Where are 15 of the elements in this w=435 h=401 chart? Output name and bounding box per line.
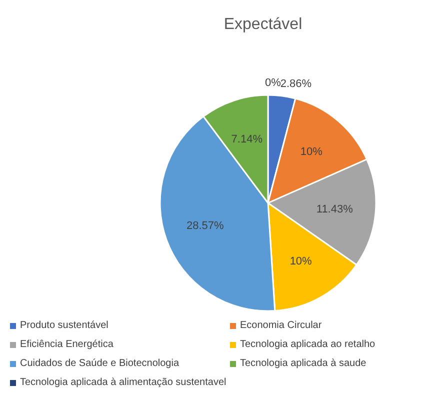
data-label: 10% [300,146,323,158]
legend-label: Produto sustentável [20,320,108,331]
chart-title: Expectável [222,16,304,34]
data-label: 2.86% [280,78,312,90]
legend-label: Economia Circular [240,320,322,331]
data-label: 10% [290,255,312,268]
legend-label: Tecnologia aplicada à alimentação sustentavel [20,377,226,388]
data-label: 11.43% [316,203,354,216]
legend-label: Tecnologia aplicada ao retalho [240,339,376,350]
text: 0% [265,77,281,89]
legend-label: Cuidados de Saúde e Biotecnologia [20,358,180,369]
data-label: 7.14% [231,133,263,146]
legend-label: Eficiência Energética [20,339,114,350]
data-label: 28.57% [186,220,224,232]
legend-label: Tecnologia aplicada à saude [240,358,366,369]
